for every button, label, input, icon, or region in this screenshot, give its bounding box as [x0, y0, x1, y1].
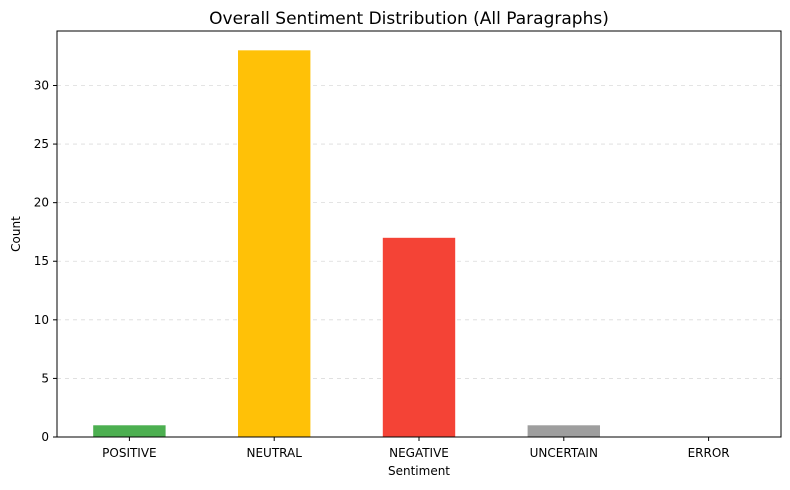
x-tick-label: NEUTRAL — [246, 446, 302, 460]
x-tick-label: UNCERTAIN — [530, 446, 598, 460]
x-axis-label: Sentiment — [388, 464, 450, 478]
bar-uncertain — [527, 425, 600, 437]
y-axis-ticks: 0 5 10 15 20 25 30 — [34, 78, 57, 444]
bar-positive — [93, 425, 166, 437]
y-tick-label: 25 — [34, 137, 49, 151]
y-tick-label: 30 — [34, 78, 49, 92]
x-axis-ticks: POSITIVE NEUTRAL NEGATIVE UNCERTAIN ERROR — [102, 437, 730, 460]
y-axis-label: Count — [9, 216, 23, 252]
x-tick-label: POSITIVE — [102, 446, 157, 460]
x-tick-label: NEGATIVE — [389, 446, 449, 460]
y-tick-label: 10 — [34, 313, 49, 327]
bar-negative — [382, 237, 456, 437]
chart-title: Overall Sentiment Distribution (All Para… — [209, 9, 609, 29]
bars — [93, 50, 600, 437]
x-tick-label: ERROR — [688, 446, 730, 460]
y-tick-label: 20 — [34, 196, 49, 210]
y-tick-label: 5 — [41, 371, 49, 385]
y-tick-label: 0 — [41, 430, 49, 444]
y-tick-label: 15 — [34, 254, 49, 268]
bar-neutral — [238, 50, 311, 437]
